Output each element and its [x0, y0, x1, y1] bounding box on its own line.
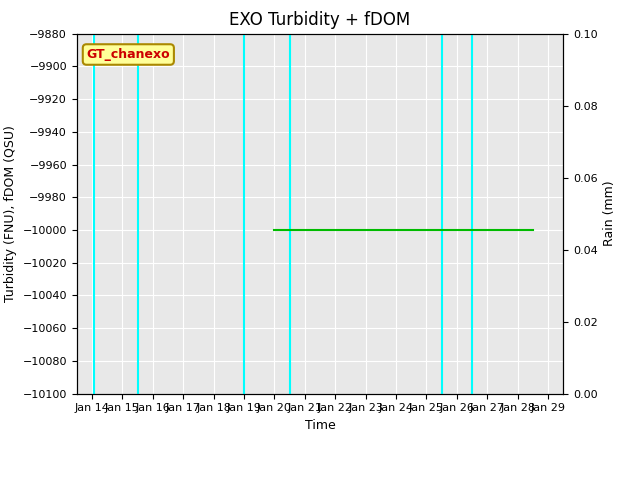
Y-axis label: Turbidity (FNU), fDOM (QSU): Turbidity (FNU), fDOM (QSU): [4, 125, 17, 302]
Legend: fDOM_qsu, turb_fnu, Rain: fDOM_qsu, turb_fnu, Rain: [172, 479, 468, 480]
Y-axis label: Rain (mm): Rain (mm): [604, 181, 616, 246]
X-axis label: Time: Time: [305, 419, 335, 432]
Title: EXO Turbidity + fDOM: EXO Turbidity + fDOM: [229, 11, 411, 29]
Text: GT_chanexo: GT_chanexo: [86, 48, 170, 61]
